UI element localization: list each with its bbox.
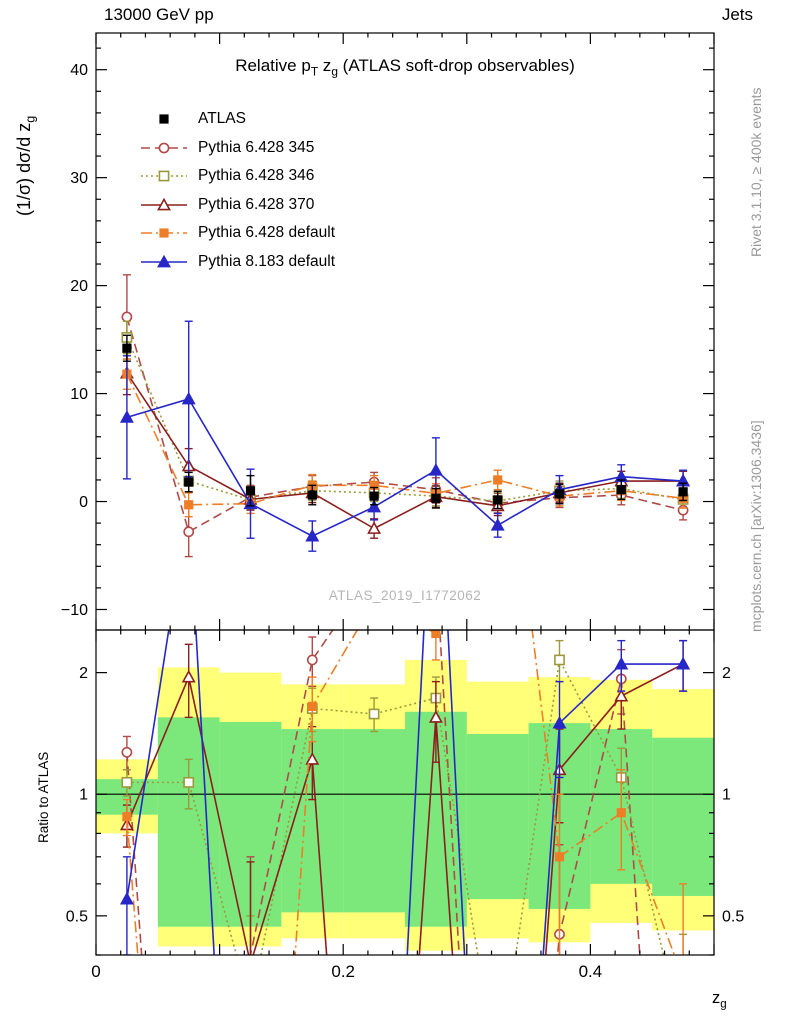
analysis-group-label: Jets	[721, 5, 753, 24]
legend-label: Pythia 6.428 345	[198, 138, 315, 156]
legend-label: ATLAS	[198, 110, 246, 128]
svg-text:−10: −10	[61, 602, 88, 619]
svg-text:0.5: 0.5	[66, 908, 88, 925]
x-axis-title: zg	[712, 989, 727, 1010]
legend: ATLAS Pythia 6.428 345 Pythia 6.428 346 …	[140, 105, 335, 276]
y-axis-title-subscript: g	[23, 115, 38, 123]
title-subscript: T	[310, 64, 319, 79]
svg-text:30: 30	[70, 170, 88, 187]
legend-item-pythia6-default: Pythia 6.428 default	[140, 219, 335, 248]
legend-item-atlas: ATLAS	[140, 105, 335, 134]
legend-marker-pythia8-default	[141, 254, 187, 268]
legend-label: Pythia 6.428 370	[198, 195, 315, 213]
svg-text:0: 0	[79, 494, 88, 511]
legend-marker-atlas	[159, 114, 169, 124]
svg-text:0.5: 0.5	[722, 908, 744, 925]
mcplots-citation-note: mcplots.cern.ch [arXiv:1306.3436]	[748, 420, 764, 632]
plot-title: Relative pT zg (ATLAS soft-drop observab…	[96, 56, 714, 78]
svg-text:2: 2	[79, 665, 88, 682]
legend-item-pythia6-345: Pythia 6.428 345	[140, 134, 335, 163]
legend-item-pythia6-346: Pythia 6.428 346	[140, 162, 335, 191]
title-subscript: g	[331, 64, 338, 79]
analysis-id-watermark: ATLAS_2019_I1772062	[328, 588, 482, 603]
title-text: (ATLAS soft-drop observables)	[337, 56, 575, 75]
svg-text:20: 20	[70, 278, 88, 295]
legend-label: Pythia 6.428 346	[198, 167, 315, 185]
svg-text:0.4: 0.4	[579, 962, 603, 981]
svg-text:40: 40	[70, 62, 88, 79]
svg-text:1: 1	[722, 787, 731, 804]
x-axis-title-text: z	[712, 989, 721, 1007]
x-axis-title-subscript: g	[720, 998, 727, 1011]
ratio-axis-title: Ratio to ATLAS	[36, 751, 51, 843]
y-axis-title-text: (1/σ) dσ/d z	[14, 122, 34, 216]
legend-marker-pythia6-default	[141, 228, 187, 238]
legend-item-pythia6-370: Pythia 6.428 370	[140, 191, 335, 220]
title-text: Relative p	[235, 56, 311, 75]
svg-text:10: 10	[70, 386, 88, 403]
rivet-version-note: Rivet 3.1.10, ≥ 400k events	[748, 87, 764, 257]
svg-text:0.2: 0.2	[331, 962, 355, 981]
legend-marker-pythia6-346	[141, 170, 187, 182]
legend-label: Pythia 6.428 default	[198, 224, 336, 242]
legend-label: Pythia 8.183 default	[198, 252, 336, 270]
beam-energy-label: 13000 GeV pp	[104, 5, 214, 24]
legend-marker-pythia6-345	[141, 142, 187, 154]
y-axis-title: (1/σ) dσ/d zg	[14, 116, 38, 216]
legend-marker-pythia6-370	[141, 197, 187, 211]
svg-text:1: 1	[79, 787, 88, 804]
legend-item-pythia8-default: Pythia 8.183 default	[140, 248, 335, 277]
title-text: z	[318, 56, 332, 75]
svg-text:0: 0	[91, 962, 100, 981]
svg-text:2: 2	[722, 665, 731, 682]
